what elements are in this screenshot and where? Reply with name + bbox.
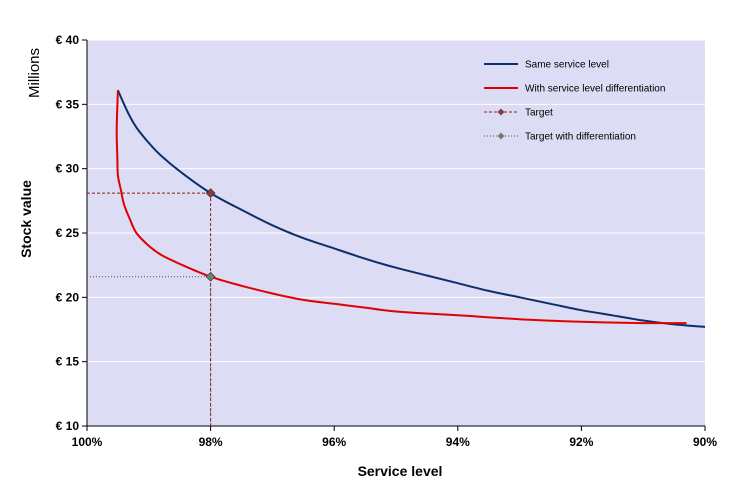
target-guides (87, 192, 212, 426)
y-tick-label: € 35 (56, 97, 80, 111)
legend-label: With service level differentiation (525, 84, 665, 95)
series-line-same-service-level (116, 89, 706, 328)
y-axis: € 10 € 15 € 20 € 25 € 30 € 35 € 40 (56, 33, 88, 433)
legend-label: Target with differentiation (525, 132, 636, 143)
y-axis-title: Stock value (18, 180, 34, 258)
x-axis-title: Service level (358, 463, 443, 479)
x-tick-label: 90% (693, 435, 717, 449)
target-markers (205, 188, 216, 282)
legend: Same service level With service level dif… (484, 60, 665, 143)
x-tick-label: 92% (569, 435, 593, 449)
y-tick-label: € 15 (56, 355, 80, 369)
y-tick-label: € 25 (56, 226, 80, 240)
x-tick-label: 100% (72, 435, 103, 449)
legend-label: Same service level (525, 60, 609, 71)
legend-item: Target (484, 108, 553, 119)
legend-label: Target (525, 108, 553, 119)
x-axis: 100% 98% 96% 94% 92% 90% (72, 425, 717, 449)
legend-marker (497, 132, 505, 140)
target-marker (205, 188, 216, 199)
y-tick-label: € 40 (56, 33, 80, 47)
x-tick-label: 96% (322, 435, 346, 449)
legend-item: With service level differentiation (484, 84, 665, 95)
legend-marker (497, 108, 505, 116)
target-with-differentiation-marker (205, 271, 216, 282)
gridlines (87, 39, 705, 363)
legend-item: Same service level (484, 60, 609, 71)
x-tick-label: 94% (446, 435, 470, 449)
y-tick-label: € 10 (56, 419, 80, 433)
x-tick-label: 98% (199, 435, 223, 449)
y-units-label: Millions (26, 48, 43, 98)
y-tick-label: € 20 (56, 290, 80, 304)
y-tick-label: € 30 (56, 162, 80, 176)
legend-item: Target with differentiation (484, 132, 636, 143)
